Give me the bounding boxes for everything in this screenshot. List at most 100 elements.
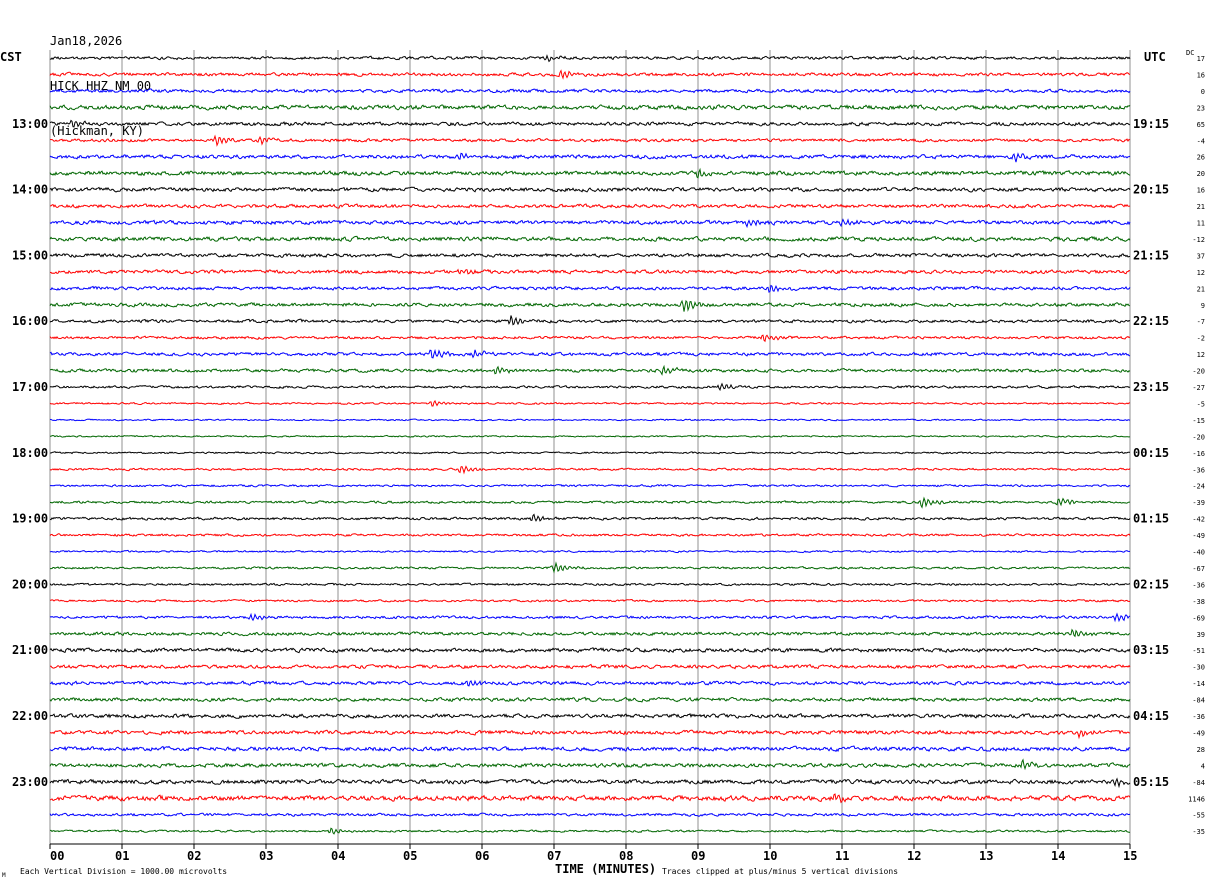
trace-line [49, 663, 1131, 670]
right-hour-label: 19:15 [1133, 117, 1169, 131]
x-tick-label: 02 [187, 849, 201, 863]
trace-line [49, 103, 1131, 111]
x-tick-label: 09 [691, 849, 705, 863]
dc-offset-value: -24 [1192, 483, 1205, 491]
dc-offset-value: 28 [1197, 746, 1205, 754]
trace-line [49, 218, 1131, 229]
left-hour-label: 23:00 [12, 775, 48, 789]
trace-line [49, 628, 1131, 638]
left-hour-label: 22:00 [12, 709, 48, 723]
trace-line [49, 696, 1131, 703]
right-hour-label: 02:15 [1133, 577, 1169, 591]
dc-offset-value: -69 [1192, 614, 1205, 622]
dc-offset-value: -7 [1197, 318, 1205, 326]
dc-offset-value: -51 [1192, 647, 1205, 655]
axis-labels: 00 01 02 03 04 05 06 07 08 09 10 11 12 13 14 15 17 16 0 23 6… [12, 55, 1205, 863]
dc-offset-value: -14 [1192, 680, 1205, 688]
x-tick-label: 13 [979, 849, 993, 863]
trace-line [49, 418, 1131, 422]
dc-offset-value: 4 [1201, 762, 1205, 770]
dc-offset-value: 21 [1197, 285, 1205, 293]
dc-offset-value: -20 [1192, 368, 1205, 376]
trace-line [50, 598, 1131, 603]
vertical-division-note: Each Vertical Division = 1000.00 microvo… [20, 867, 228, 876]
left-hour-label: 16:00 [12, 314, 48, 328]
x-tick-label: 12 [907, 849, 921, 863]
trace-line [50, 203, 1131, 209]
dc-offset-value: -49 [1192, 729, 1205, 737]
trace-line [49, 679, 1131, 687]
trace-line [49, 561, 1131, 574]
dc-offset-value: 11 [1197, 220, 1205, 228]
trace-line [49, 745, 1131, 753]
dc-offset-value: -16 [1192, 450, 1205, 458]
right-hour-label: 04:15 [1133, 709, 1169, 723]
dc-offset-value: -5 [1197, 400, 1205, 408]
left-hour-label: 21:00 [12, 643, 48, 657]
dc-offset-value: 65 [1197, 121, 1205, 129]
x-tick-label: 10 [763, 849, 777, 863]
dc-offset-value: 37 [1197, 252, 1205, 260]
dc-offset-value: -15 [1192, 417, 1205, 425]
dc-offset-value: -36 [1192, 466, 1205, 474]
x-tick-label: 01 [115, 849, 129, 863]
dc-offset-value: -20 [1192, 433, 1205, 441]
dc-offset-value: -55 [1192, 812, 1205, 820]
dc-offset-value: -42 [1192, 516, 1205, 524]
x-tick-label: 06 [475, 849, 489, 863]
x-tick-label: 11 [835, 849, 849, 863]
trace-line [49, 252, 1131, 259]
trace-line [49, 533, 1131, 538]
trace-line [49, 348, 1131, 359]
trace-line [49, 364, 1131, 376]
dc-offset-value: 12 [1197, 351, 1205, 359]
trace-line [49, 54, 1131, 63]
left-hour-label: 13:00 [12, 117, 48, 131]
trace-line [49, 496, 1130, 509]
left-hour-label: 18:00 [12, 446, 48, 460]
dc-offset-value: 17 [1197, 55, 1205, 63]
trace-line [49, 465, 1131, 475]
trace-line [49, 777, 1131, 789]
trace-line [49, 434, 1131, 438]
trace-line [49, 69, 1131, 80]
trace-line [49, 549, 1131, 554]
trace-line [49, 729, 1131, 740]
trace-line [49, 186, 1131, 193]
trace-line [49, 268, 1131, 275]
left-hour-label: 14:00 [12, 183, 48, 197]
right-timezone-label: UTC [1144, 50, 1166, 64]
dc-offset-value: -35 [1192, 828, 1205, 836]
trace-line [49, 284, 1131, 293]
right-hour-label: 03:15 [1133, 643, 1169, 657]
x-tick-label: 04 [331, 849, 345, 863]
trace-line [49, 88, 1131, 94]
right-hour-label: 05:15 [1133, 775, 1169, 789]
dc-offset-value: 16 [1197, 71, 1205, 79]
dc-offset-value: 39 [1197, 631, 1205, 639]
dc-offset-value: 16 [1197, 187, 1205, 195]
dc-offset-value: -36 [1192, 581, 1205, 589]
trace-line [49, 612, 1131, 623]
left-hour-label: 20:00 [12, 577, 48, 591]
trace-line [49, 451, 1130, 455]
left-hour-label: 15:00 [12, 248, 48, 262]
trace-line [49, 299, 1131, 312]
trace-line [49, 483, 1131, 488]
x-axis-title: TIME (MINUTES) [555, 862, 657, 876]
trace-line [49, 152, 1131, 163]
dc-offset-value: -84 [1192, 697, 1205, 705]
left-hour-label: 17:00 [12, 380, 48, 394]
dc-offset-value: 21 [1197, 203, 1205, 211]
right-hour-label: 23:15 [1133, 380, 1169, 394]
dc-offset-value: -27 [1192, 384, 1205, 392]
dc-offset-value: -2 [1197, 335, 1205, 343]
dc-offset-value: 20 [1197, 170, 1205, 178]
trace-line [50, 827, 1131, 835]
trace-line [49, 582, 1131, 587]
trace-line [49, 647, 1131, 654]
dc-offset-value: -49 [1192, 532, 1205, 540]
dc-offset-value: -30 [1192, 664, 1205, 672]
dc-offset-value: -39 [1192, 499, 1205, 507]
